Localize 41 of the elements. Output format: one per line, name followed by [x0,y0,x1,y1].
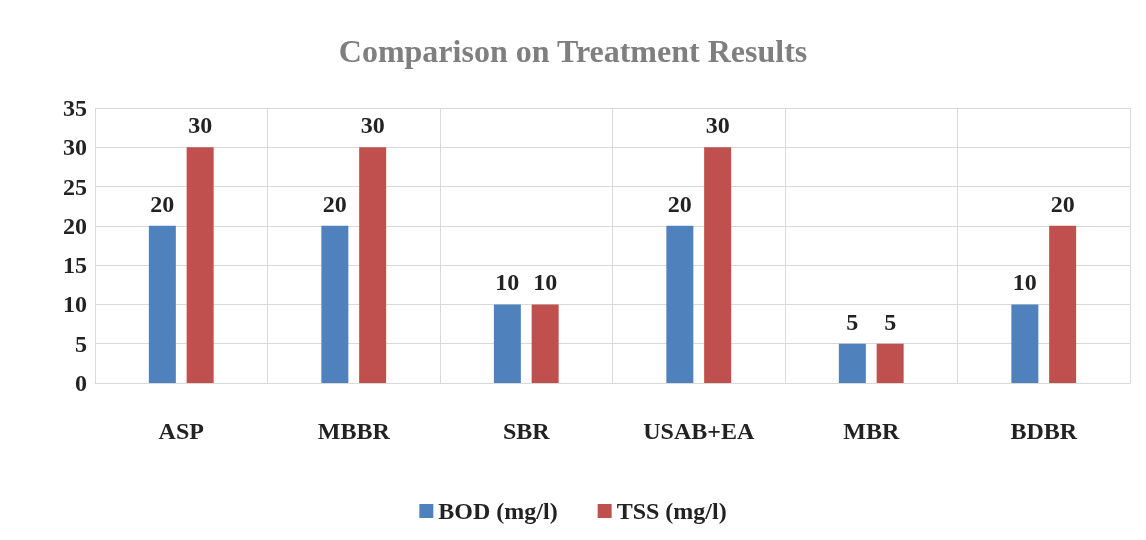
bar [493,304,521,383]
x-tick-label: MBBR [317,418,391,444]
bar [148,225,176,383]
data-label: 30 [705,112,730,139]
chart-title: Comparison on Treatment Results [338,33,808,69]
bar [838,343,866,383]
data-label: 30 [360,112,385,139]
y-tick-label: 30 [63,134,87,161]
x-tick-label: USAB+EA [643,418,755,444]
y-tick-label: 5 [75,330,87,357]
bar [666,225,694,383]
data-label: 20 [1050,190,1075,217]
data-label: 5 [846,308,859,335]
y-tick-label: 15 [63,252,87,279]
y-tick-label: 20 [63,212,87,239]
y-tick-label: 10 [63,291,87,318]
bar [704,147,732,383]
data-label: 20 [667,190,692,217]
x-tick-label: SBR [502,418,551,444]
x-tick-label: MBR [843,418,900,444]
y-tick-label: 25 [63,173,87,200]
bar [876,343,904,383]
data-label: 10 [1012,269,1037,296]
data-label: 10 [533,269,558,296]
data-label: 30 [188,112,213,139]
data-label: 10 [495,269,520,296]
y-tick-label: 35 [63,95,87,121]
legend-label: BOD (mg/l) [438,498,558,524]
y-tick-label: 0 [75,370,87,396]
bar [531,304,559,383]
x-tick-label: ASP [158,418,204,444]
bar [1011,304,1039,383]
x-tick-label: BDBR [1010,418,1078,444]
data-label: 5 [884,308,897,335]
data-label: 20 [322,190,347,217]
data-label: 20 [150,190,175,217]
bar [186,147,214,383]
bar [321,225,349,383]
legend-label: TSS (mg/l) [616,498,727,524]
bar [359,147,387,383]
bar [1049,225,1077,383]
